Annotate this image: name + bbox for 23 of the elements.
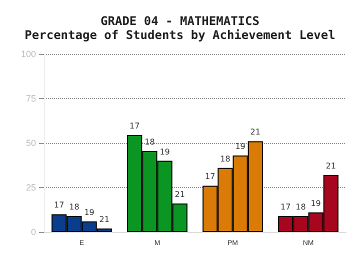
- chart-title: GRADE 04 - MATHEMATICS: [100, 14, 260, 28]
- text: 19: [310, 198, 321, 208]
- y-tick-label: 0: [30, 227, 36, 237]
- series-label: 18: [69, 202, 80, 212]
- y-tick-label: 75: [26, 94, 36, 104]
- text: 19: [160, 147, 170, 156]
- y-tick-label: 25: [26, 182, 36, 192]
- y-tick-label: 50: [26, 138, 36, 148]
- text: 21: [174, 190, 185, 200]
- text: 17: [280, 202, 291, 212]
- text: 17: [205, 172, 216, 182]
- text: 21: [326, 162, 336, 171]
- series-label: 19: [84, 208, 94, 217]
- text: 18: [220, 154, 230, 164]
- series-label: 21: [99, 214, 110, 224]
- text: 17: [130, 121, 140, 130]
- chart-subtitle: Percentage of Students by Achievement Level: [24, 28, 336, 42]
- text: 21: [250, 128, 260, 137]
- text: 18: [296, 202, 306, 212]
- text: 18: [144, 138, 155, 147]
- series-label: 17: [54, 200, 64, 210]
- text: 19: [235, 142, 246, 151]
- y-tick-label: 100: [20, 49, 36, 59]
